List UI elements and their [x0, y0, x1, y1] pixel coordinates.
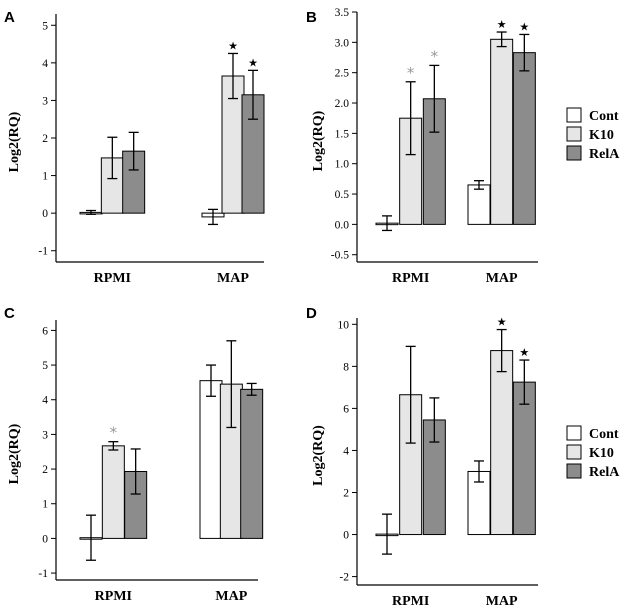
y-tick-label: 2 [343, 487, 349, 499]
legend-label: RelA [589, 465, 620, 480]
y-tick-label: 1 [42, 171, 48, 183]
legend-label: Cont [589, 427, 619, 442]
y-tick-label: 2.0 [335, 98, 350, 110]
y-axis-label: Log2(RQ) [311, 110, 326, 171]
legend-label: Cont [589, 109, 619, 124]
y-tick-label: -1 [38, 246, 48, 258]
legend-swatch [566, 126, 582, 142]
panel-b: B -0.5 0.0 0.5 1.0 1.5 2.0 2.5 3.0 3.5 Log2(RQ) * * R… [306, 7, 538, 286]
category-label: MAP [486, 271, 518, 286]
y-tick-label: 1 [42, 499, 48, 511]
category-label: RPMI [392, 594, 429, 606]
y-tick-label: 3.5 [335, 7, 350, 19]
category-label: RPMI [94, 271, 131, 286]
y-tick-label: 6 [42, 325, 48, 337]
bar-k10 [490, 38, 514, 225]
panel-letter: A [4, 9, 15, 26]
y-axis-label: Log2(RQ) [7, 423, 22, 484]
legend-label: RelA [589, 147, 620, 162]
significance-marker: ★ [248, 56, 258, 69]
panel-d: D -2 0 2 4 6 8 10 Log2(RQ) RPMI ★ ★ MAP [306, 305, 538, 606]
y-tick-label: 4 [343, 445, 349, 457]
legend-top: Cont K10 RelA [566, 107, 620, 162]
y-tick-label: 3.0 [335, 37, 350, 49]
y-tick-label: 0.5 [335, 189, 350, 201]
category-label: RPMI [392, 271, 429, 286]
significance-marker: ★ [497, 316, 507, 329]
y-tick-label: 0.0 [335, 219, 350, 231]
y-tick-label: 3 [42, 95, 48, 107]
y-tick-label: 0 [42, 208, 48, 220]
panel-a: A -1 0 1 2 3 4 5 Log2(RQ) RPMI ★ ★ MAP [4, 9, 265, 286]
y-tick-label: 10 [338, 319, 350, 331]
bar-k10 [490, 350, 514, 536]
y-tick-label: 4 [42, 395, 48, 407]
y-tick-label: 6 [343, 403, 349, 415]
y-tick-label: 1.5 [335, 128, 350, 140]
bar-cont [199, 380, 223, 539]
legend-swatch [566, 107, 582, 123]
category-label: RPMI [95, 589, 132, 604]
y-axis-label: Log2(RQ) [311, 425, 326, 486]
significance-marker: ★ [228, 39, 238, 52]
bar-k10 [101, 445, 125, 539]
legend-swatch [566, 425, 582, 441]
significance-marker: * [407, 64, 415, 82]
significance-marker: ★ [519, 20, 529, 33]
legend-label: K10 [589, 446, 614, 461]
panel-c: C -1 0 1 2 3 4 5 6 Log2(RQ) * RPMI MAP [4, 305, 264, 604]
bar-rela [512, 52, 536, 225]
legend-swatch [566, 463, 582, 479]
y-tick-label: 2.5 [335, 68, 350, 80]
y-tick-label: -0.5 [331, 250, 349, 262]
y-tick-label: 0 [42, 533, 48, 545]
legend-bottom: Cont K10 RelA [566, 425, 620, 480]
bar-rela [512, 381, 536, 536]
y-tick-label: 2 [42, 464, 48, 476]
y-tick-label: 2 [42, 133, 48, 145]
category-label: MAP [486, 594, 518, 606]
legend-swatch [566, 145, 582, 161]
bar-cont [467, 184, 491, 225]
bar-rela [240, 388, 264, 539]
panel-letter: D [306, 305, 317, 322]
category-label: MAP [215, 589, 247, 604]
y-tick-label: 3 [42, 429, 48, 441]
significance-marker: ★ [497, 18, 507, 31]
y-tick-label: 5 [42, 20, 48, 32]
significance-marker: * [110, 424, 118, 442]
y-tick-label: 5 [42, 360, 48, 372]
panel-letter: C [4, 305, 15, 322]
legend-label: K10 [589, 128, 614, 143]
category-label: MAP [217, 271, 249, 286]
y-tick-label: -2 [339, 572, 349, 584]
panel-letter: B [306, 9, 317, 26]
y-axis-label: Log2(RQ) [7, 111, 22, 172]
y-tick-label: 8 [343, 361, 349, 373]
y-tick-label: 4 [42, 58, 48, 70]
y-tick-label: 0 [343, 530, 349, 542]
legend-swatch [566, 444, 582, 460]
significance-marker: ★ [519, 346, 529, 359]
y-tick-label: -1 [38, 568, 48, 580]
significance-marker: * [431, 47, 439, 65]
y-tick-label: 1.0 [335, 159, 350, 171]
